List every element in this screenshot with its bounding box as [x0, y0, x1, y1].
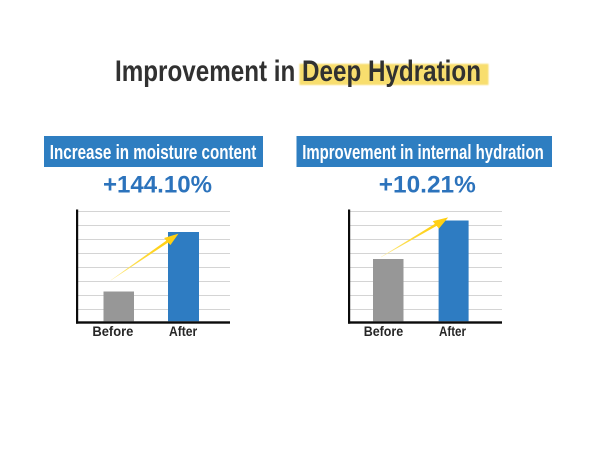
svg-text:Improvement in Deep Hydration: Improvement in Deep Hydration — [115, 55, 481, 88]
svg-text:After: After — [169, 323, 198, 339]
svg-text:+10.21%: +10.21% — [379, 172, 476, 199]
svg-text:Improvement in internal hydrat: Improvement in internal hydration — [302, 141, 544, 164]
svg-text:Before: Before — [92, 323, 133, 339]
svg-text:Increase in moisture content: Increase in moisture content — [50, 141, 257, 164]
svg-text:After: After — [439, 323, 466, 339]
svg-text:+144.10%: +144.10% — [103, 172, 212, 199]
svg-text:Before: Before — [364, 323, 404, 339]
